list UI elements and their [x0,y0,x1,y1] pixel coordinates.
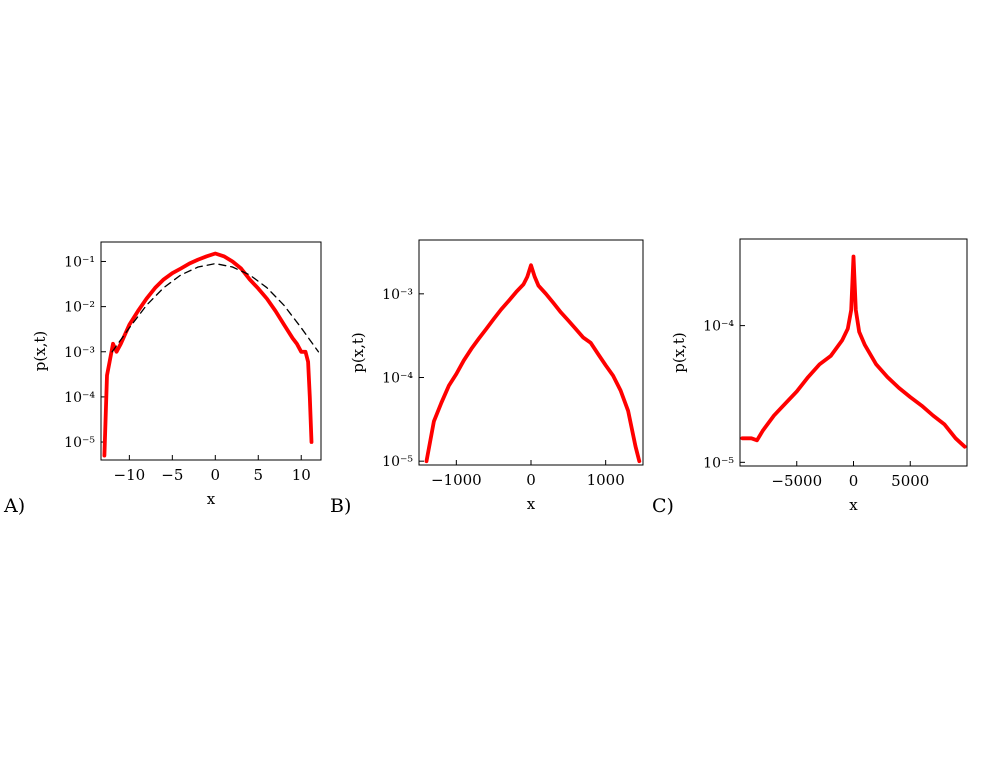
y-axis-label: p(x,t) [31,331,49,372]
x-tick-label: 0 [526,471,536,489]
x-tick-label: −5 [161,466,183,484]
panel-label: A) [3,495,25,517]
y-tick-label: 10⁻⁴ [382,371,413,387]
x-tick-label: 5 [253,466,263,484]
y-tick-label: 10⁻¹ [64,254,95,270]
y-tick-label: 10⁻³ [382,287,413,303]
series-group [740,254,967,449]
y-axis-label: p(x,t) [349,332,367,373]
x-axis-label: x [527,495,536,513]
series-group [102,251,320,458]
x-axis-label: x [207,490,216,508]
x-tick-label: 1000 [587,471,625,489]
x-tick-label: 10 [292,466,311,484]
x-tick-label: −5000 [771,472,822,490]
panel-3: −5000 0 5000 10⁻⁵ 10⁻⁴ x p(x,t) C) [652,238,968,517]
panel-label: C) [652,495,674,517]
y-tick-label: 10⁻⁴ [703,319,734,335]
x-tick-label: −1000 [431,471,482,489]
panel-label: B) [330,495,351,517]
distribution-line [102,251,314,458]
plot-frame [418,239,644,466]
y-axis-label: p(x,t) [670,332,688,373]
y-tick-label: 10⁻⁵ [703,455,734,471]
distribution-line [424,263,642,464]
x-tick-label: 0 [211,466,221,484]
y-tick-label: 10⁻⁵ [382,454,413,470]
y-tick-label: 10⁻³ [64,345,95,361]
panel-2: −1000 0 1000 10⁻⁵ 10⁻⁴ 10⁻³ x p(x,t) B) [330,239,644,517]
y-tick-label: 10⁻⁵ [64,435,95,451]
gaussian-fit-line [111,262,320,353]
x-tick-label: −10 [114,466,146,484]
y-tick-label: 10⁻² [64,300,95,316]
y-tick-label: 10⁻⁴ [64,390,95,406]
x-tick-label: 0 [849,472,859,490]
series-group [424,263,642,464]
x-tick-label: 5000 [891,472,929,490]
x-axis-label: x [849,496,858,514]
distribution-line [740,254,967,449]
plot-frame [100,241,322,461]
panel-1: −10 −5 0 5 10 10⁻⁵ 10⁻⁴ 10⁻³ 10⁻² 10⁻¹ x p(x,t) A) [3,241,322,517]
